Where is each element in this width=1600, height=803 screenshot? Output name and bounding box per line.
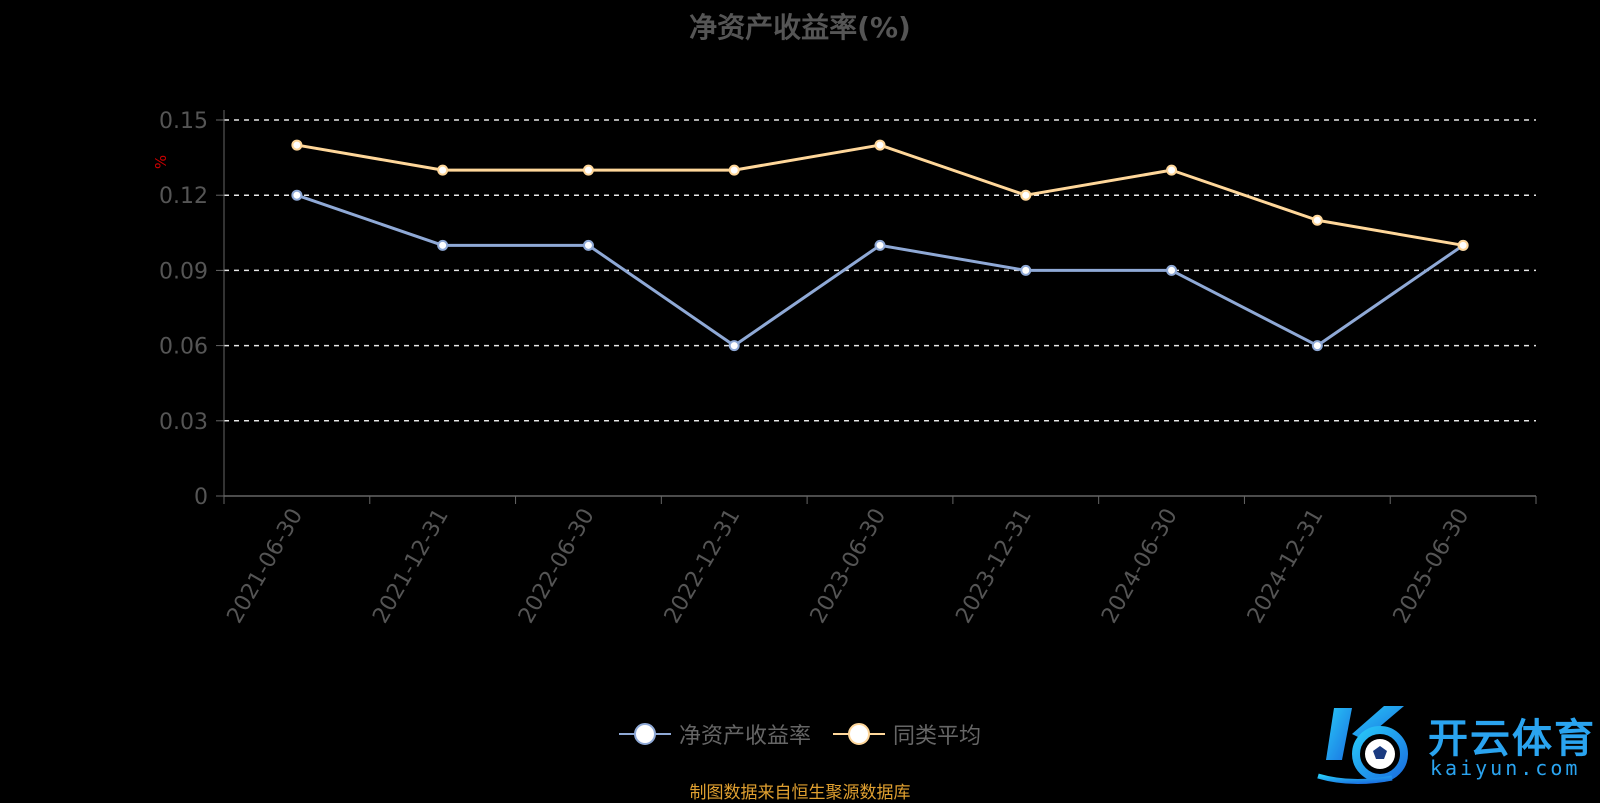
series-lines [291, 139, 1469, 352]
y-axis-label: % [152, 155, 170, 169]
y-tick-label: 0.09 [159, 259, 208, 284]
data-point-0 [874, 239, 886, 251]
data-point-0 [291, 189, 303, 201]
y-tick-label: 0.12 [159, 184, 208, 209]
y-tick-label: 0.15 [159, 109, 208, 134]
data-point-1 [582, 164, 594, 176]
x-tick-label: 2021-12-31 [368, 504, 454, 627]
x-tick-label: 2024-12-31 [1243, 505, 1329, 628]
x-tick-label: 2022-06-30 [514, 505, 600, 628]
legend-marker-roe-icon [618, 723, 671, 745]
kaiyun-soccer-logo-icon [1317, 706, 1408, 785]
data-point-0 [1166, 264, 1178, 276]
logo-name-en: kaiyun.com [1430, 756, 1581, 780]
x-tick-label: 2024-06-30 [1097, 505, 1183, 628]
x-tick-label: 2025-06-30 [1389, 505, 1475, 628]
chart-title: 净资产收益率(%) [689, 11, 911, 44]
data-point-0 [1020, 264, 1032, 276]
legend-item-roe[interactable]: 净资产收益率 [618, 718, 811, 750]
data-point-1 [874, 139, 886, 151]
x-tick-label: 2023-12-31 [951, 505, 1037, 628]
data-point-1 [1311, 214, 1323, 226]
data-point-1 [1020, 189, 1032, 201]
data-point-0 [1311, 340, 1323, 352]
data-point-1 [1166, 164, 1178, 176]
kaiyun-logo: 开云体育 kaiyun.com [1312, 700, 1594, 790]
x-tick-label: 2023-06-30 [806, 505, 892, 628]
data-point-0 [437, 239, 449, 251]
legend-label-roe: 净资产收益率 [678, 724, 811, 749]
data-point-1 [437, 164, 449, 176]
logo-name-cn: 开云体育 [1428, 716, 1596, 762]
x-tick-label: 2021-06-30 [223, 505, 309, 628]
legend-marker-peer-average-icon [833, 723, 885, 745]
data-point-1 [728, 164, 740, 176]
legend-label-peer-average: 同类平均 [893, 724, 982, 749]
y-tick-label: 0.06 [159, 335, 208, 360]
axes: 0 0.03 0.06 0.09 0.12 0.15% 2021-06-30 2021-12-… [152, 109, 1537, 628]
data-point-0 [728, 340, 740, 352]
data-point-1 [1457, 239, 1469, 251]
legend: 净资产收益率 同类平均 [0, 718, 1600, 750]
legend-item-peer-average[interactable]: 同类平均 [833, 718, 981, 750]
x-tick-label: 2022-12-31 [660, 505, 746, 628]
y-tick-label: 0.03 [159, 410, 208, 435]
source-note: 制图数据来自恒生聚源数据库 [689, 783, 911, 803]
data-point-0 [582, 239, 594, 251]
data-point-1 [291, 139, 303, 151]
y-tick-label: 0 [194, 485, 208, 510]
